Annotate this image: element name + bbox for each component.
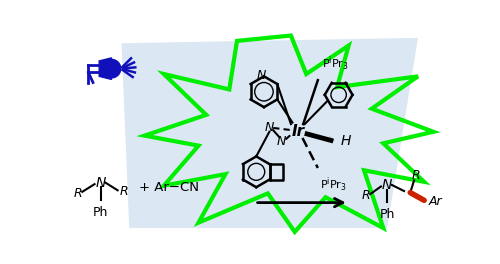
Text: P$\mathregular{^i}$Pr$_3$: P$\mathregular{^i}$Pr$_3$ bbox=[322, 55, 348, 73]
Text: N: N bbox=[96, 176, 106, 190]
Polygon shape bbox=[122, 38, 418, 228]
Text: H: H bbox=[341, 134, 351, 148]
Text: + Ar−CN: + Ar−CN bbox=[139, 181, 199, 194]
Text: Ir: Ir bbox=[292, 124, 305, 139]
Text: N: N bbox=[264, 121, 274, 134]
Text: R: R bbox=[412, 169, 420, 182]
Text: Ph: Ph bbox=[93, 206, 108, 219]
Text: N: N bbox=[382, 178, 392, 192]
Text: Ph: Ph bbox=[380, 208, 395, 221]
Polygon shape bbox=[99, 58, 112, 79]
Text: P$\mathregular{^i}$Pr$_3$: P$\mathregular{^i}$Pr$_3$ bbox=[320, 176, 347, 194]
Text: N: N bbox=[257, 69, 266, 82]
Text: R: R bbox=[120, 185, 128, 198]
Text: R: R bbox=[362, 189, 370, 202]
Text: N: N bbox=[277, 135, 286, 148]
Polygon shape bbox=[112, 59, 120, 78]
Text: R: R bbox=[74, 187, 82, 200]
Text: Ar: Ar bbox=[428, 195, 442, 208]
